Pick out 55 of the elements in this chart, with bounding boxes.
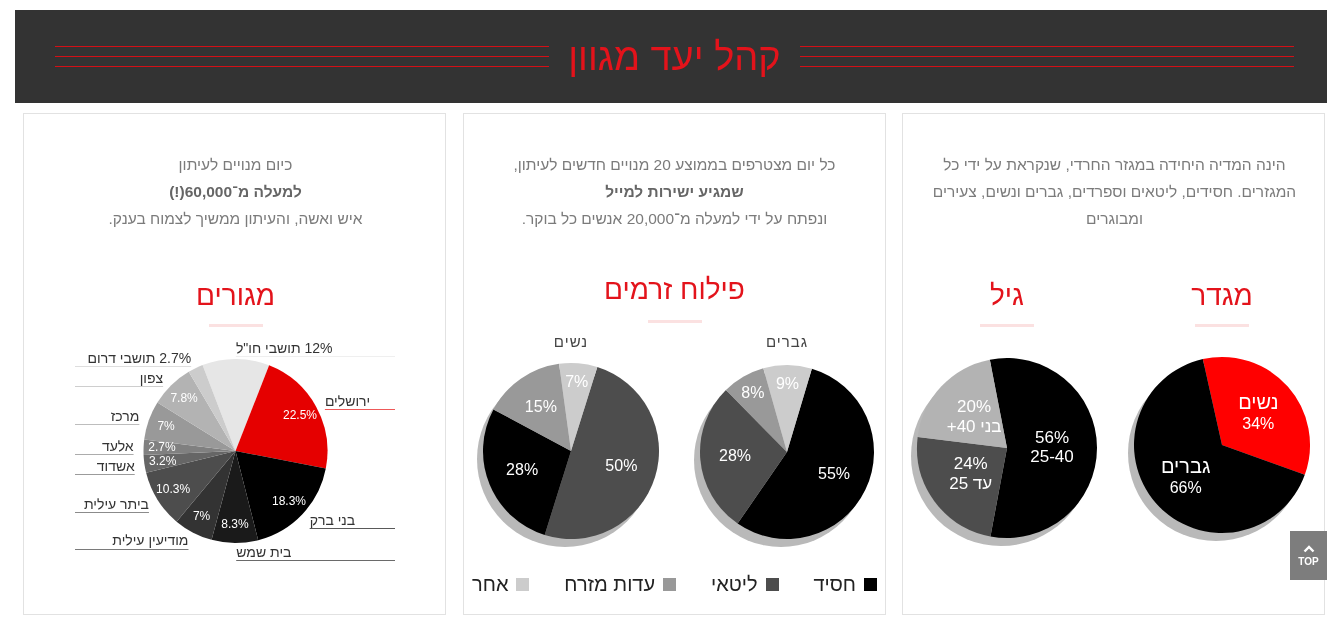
text: ונפתח על ידי למעלה מ־20,000 אנשים כל בוקר.	[520, 209, 829, 229]
data-label: 15%	[524, 398, 557, 416]
chart-title: מגדר	[1190, 279, 1254, 313]
slice-label: בני 40+	[946, 416, 1002, 436]
text: כל יום מצטרפים בממוצע 20 מנויים חדשים לעיתון,	[512, 155, 837, 175]
slice-label: נשים	[1238, 391, 1279, 414]
text: פילוח זרמים	[603, 273, 746, 307]
text: שמגיע ישירות למייל	[604, 182, 745, 202]
chart-title: גיל	[989, 279, 1025, 313]
data-label: 7.8%	[170, 390, 199, 405]
slice-label: בני ברק	[309, 511, 356, 528]
data-label: 24%	[953, 454, 988, 474]
slice-label: 12% תושבי חו"ל	[235, 339, 333, 356]
text: TOP	[1298, 555, 1319, 567]
data-label: 28%	[718, 446, 752, 464]
legend-label: עדות מזרח	[564, 572, 656, 596]
text: קהל יעד מגוון	[568, 34, 781, 80]
data-label: 3.2%	[148, 453, 177, 468]
chart-title: נשים	[552, 332, 590, 352]
data-label: 20%	[957, 397, 992, 417]
chart-title: מגורים	[195, 279, 276, 313]
data-label: 22.5%	[282, 407, 318, 422]
text: כיום מנויים לעיתון	[177, 155, 294, 175]
data-label: 8%	[741, 383, 765, 401]
legend-label: ליטאי	[710, 572, 758, 596]
slice-label: צפון	[139, 370, 164, 387]
data-label: 28%	[506, 461, 539, 479]
slice-label: מרכז	[110, 407, 140, 424]
slice-label: ביתר עילית	[83, 495, 149, 512]
legend-label: חסיד	[813, 572, 856, 596]
slice-label: אלעד	[101, 437, 134, 454]
slice-label: ירושלים	[324, 392, 371, 409]
slice-label: מודיעין עילית	[112, 532, 189, 549]
data-label: 7%	[192, 508, 211, 523]
text: למעלה מ־60,000(!)	[168, 182, 303, 202]
data-label: 8.3%	[221, 516, 249, 531]
slice-label: 25-40	[1030, 447, 1074, 467]
slice-label: בית שמש	[236, 543, 292, 560]
slice-label: עד 25	[949, 474, 993, 494]
data-label: 2.7%	[148, 440, 176, 455]
slice-label: אשדוד	[96, 457, 135, 474]
slice-label: 2.7% תושבי דרום	[87, 350, 192, 367]
data-label: 55%	[818, 464, 851, 482]
data-label: 66%	[1169, 478, 1202, 496]
data-label: 7%	[157, 418, 176, 433]
text: הינה המדיה היחידה במגזר החרדי, שנקראת על ידי כל המגזרים. חסידים, ליטאים וספרדים, גברים ונשים, צעירים ומבוגרים	[931, 155, 1298, 229]
text: איש ואשה, והעיתון ממשיך לצמוח בענק.	[107, 209, 364, 229]
data-label: 18.3%	[271, 493, 307, 508]
data-label: 34%	[1242, 414, 1275, 432]
data-label: 50%	[605, 457, 638, 475]
data-label: 10.3%	[156, 482, 191, 497]
legend-label: אחר	[472, 572, 509, 596]
chart-title: גברים	[764, 332, 810, 352]
data-label: 56%	[1034, 427, 1070, 447]
slice-label: גברים	[1160, 455, 1211, 478]
